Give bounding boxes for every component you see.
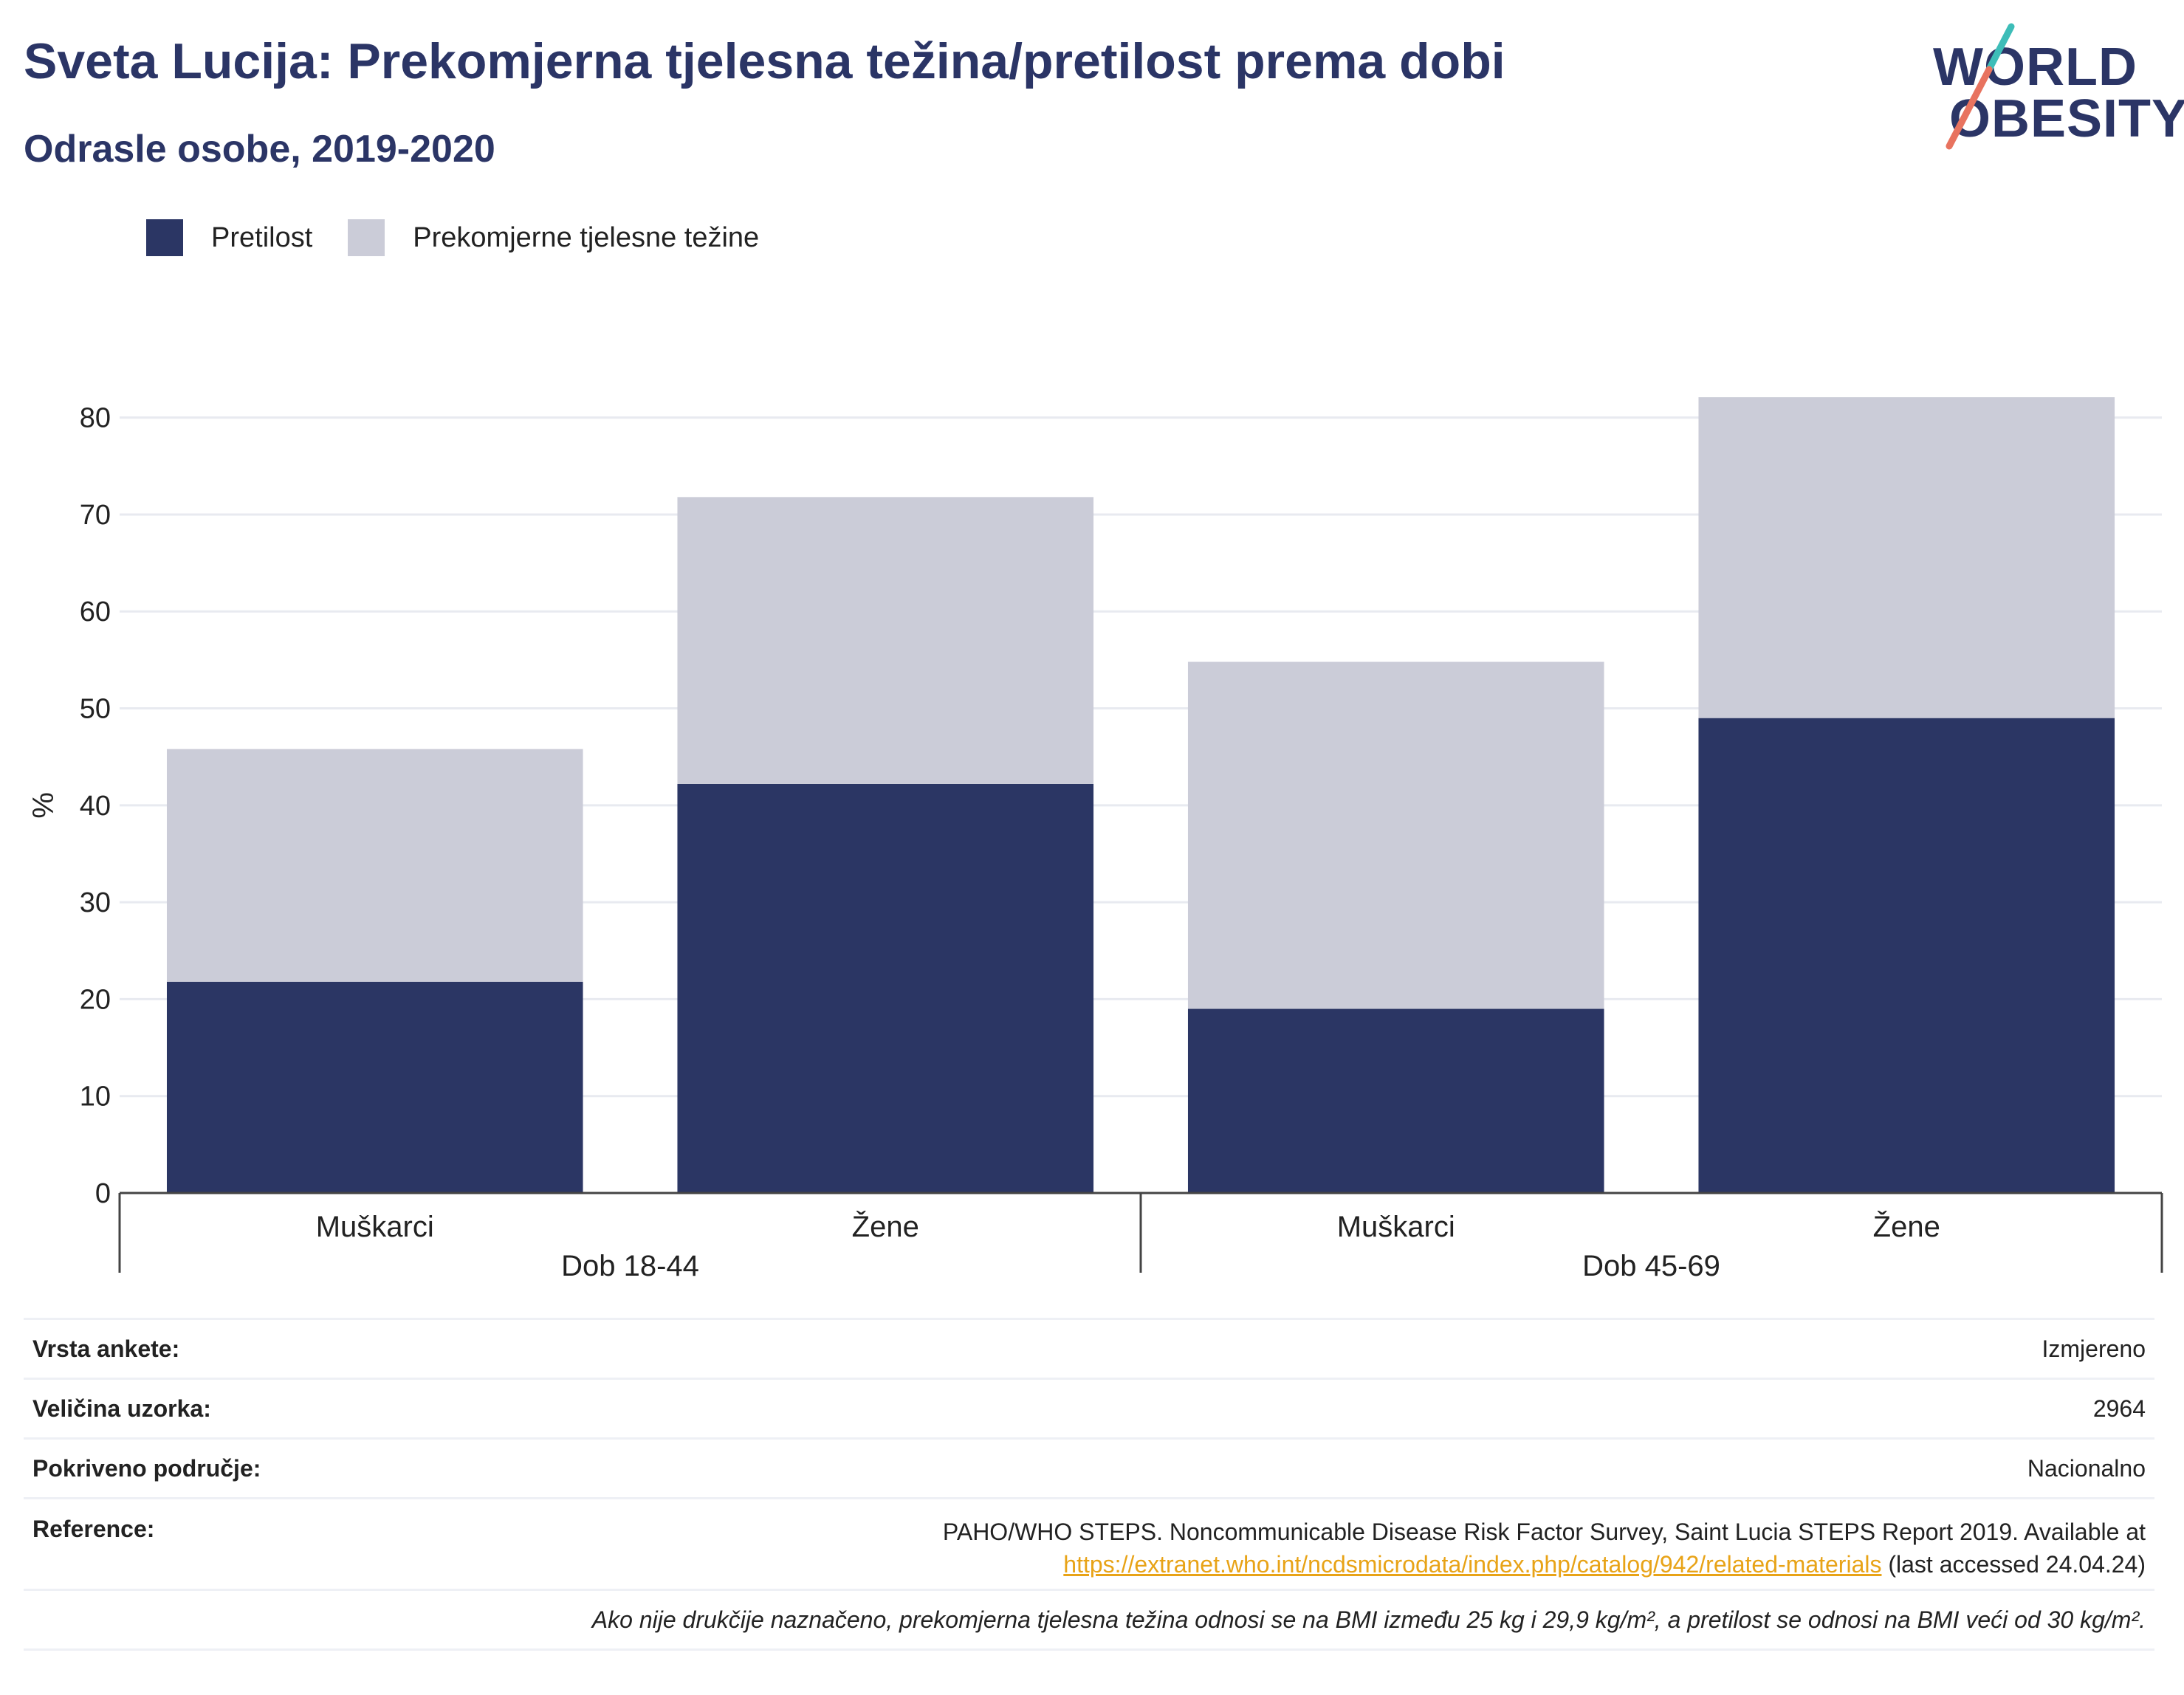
bar-overweight [1698, 397, 2115, 718]
world-obesity-logo: WORLD OBESITY [1927, 22, 2184, 162]
chart-subtitle: Odrasle osobe, 2019-2020 [24, 128, 495, 171]
y-tick-label: 70 [80, 500, 111, 531]
reference-label: Reference: [32, 1516, 155, 1542]
survey-info-table: Vrsta ankete: Izmjereno Veličina uzorka:… [24, 1318, 2154, 1651]
y-tick-label: 80 [80, 403, 111, 434]
sample-size-label: Veličina uzorka: [32, 1395, 211, 1422]
bar-obesity [1698, 718, 2115, 1193]
y-tick-label: 60 [80, 596, 111, 628]
x-category-label: Žene [1873, 1210, 1940, 1243]
x-category-label: Muškarci [316, 1211, 434, 1243]
survey-type-label: Vrsta ankete: [32, 1335, 180, 1362]
legend-swatch-obesity [146, 219, 183, 256]
bar-obesity [166, 981, 583, 1193]
logo-line-2: OBESITY [1949, 89, 2184, 148]
y-tick-label: 30 [80, 887, 111, 918]
legend-swatch-overweight [348, 219, 385, 256]
y-tick-label: 20 [80, 984, 111, 1015]
x-group-label: Dob 18-44 [561, 1250, 699, 1282]
info-row-reference: Reference: PAHO/WHO STEPS. Noncommunicab… [24, 1497, 2154, 1589]
reference-text: PAHO/WHO STEPS. Noncommunicable Disease … [942, 1519, 2146, 1545]
bar-obesity [677, 783, 1094, 1193]
coverage-value: Nacionalno [2027, 1454, 2146, 1482]
x-category-label: Žene [852, 1210, 919, 1243]
y-tick-label: 40 [80, 791, 111, 822]
legend-label-overweight: Prekomjerne tjelesne težine [413, 221, 760, 253]
reference-value: PAHO/WHO STEPS. Noncommunicable Disease … [943, 1516, 2146, 1581]
reference-accessed: (last accessed 24.04.24) [1881, 1551, 2146, 1578]
stacked-bar-chart: 0 10 20 30 40 50 60 70 80% Muškarci Žene Muškarci Že… [27, 397, 2163, 1282]
survey-type-value: Izmjereno [2042, 1335, 2146, 1362]
info-row-coverage: Pokriveno područje: Nacionalno [24, 1437, 2154, 1497]
info-row-note: Ako nije drukčije naznačeno, prekomjerna… [24, 1589, 2154, 1651]
y-tick-label: 50 [80, 694, 111, 725]
y-tick-label: 10 [80, 1082, 111, 1113]
x-category-label: Muškarci [1337, 1211, 1455, 1243]
y-axis-title: % [27, 792, 60, 819]
bar-overweight [1187, 661, 1604, 1009]
sample-size-value: 2964 [2092, 1395, 2146, 1422]
logo-slash-icon [1946, 23, 2015, 150]
bar-overweight [166, 749, 583, 982]
legend-label-obesity: Pretilost [211, 221, 313, 253]
chart-title: Sveta Lucija: Prekomjerna tjelesna težin… [24, 33, 1505, 89]
bmi-definition-note: Ako nije drukčije naznačeno, prekomjerna… [591, 1606, 2146, 1633]
chart-legend: Pretilost Prekomjerne tjelesne težine [146, 219, 794, 257]
reference-link-line: https://extranet.who.int/ncdsmicrodata/i… [943, 1548, 2146, 1581]
logo-line-1: WORLD [1933, 38, 2137, 97]
coverage-label: Pokriveno područje: [32, 1454, 261, 1482]
info-row-sample-size: Veličina uzorka: 2964 [24, 1378, 2154, 1437]
bar-obesity [1187, 1008, 1604, 1193]
x-group-label: Dob 45-69 [1582, 1250, 1720, 1282]
reference-link[interactable]: https://extranet.who.int/ncdsmicrodata/i… [1063, 1551, 1882, 1578]
y-tick-label: 0 [95, 1178, 111, 1209]
bar-overweight [677, 497, 1094, 784]
info-row-survey-type: Vrsta ankete: Izmjereno [24, 1318, 2154, 1378]
